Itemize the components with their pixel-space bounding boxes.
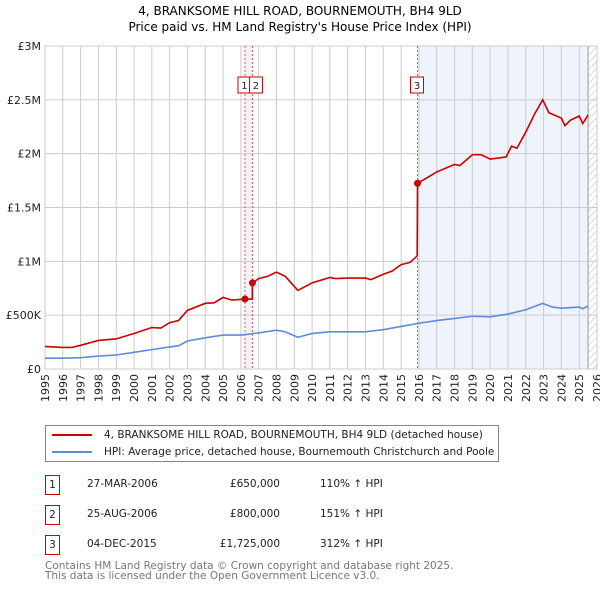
series-line-property (44, 98, 589, 349)
x-tick-label: 2022 (520, 374, 533, 402)
x-tick-label: 2006 (235, 374, 248, 402)
x-tick-label: 1999 (110, 374, 123, 402)
sale-price: £800,000 (229, 508, 280, 520)
x-tick-label: 1997 (75, 374, 88, 402)
sale-row: 2 25-AUG-2006 £800,000 151% ↑ HPI (45, 505, 505, 525)
sale-hpi-pct: 110% ↑ HPI (320, 478, 383, 490)
sale-point (241, 295, 249, 303)
x-tick-label: 2016 (413, 374, 426, 402)
y-tick-label: £3M (18, 40, 42, 53)
x-tick-label: 2017 (431, 374, 444, 402)
legend-swatch-red (52, 434, 92, 436)
sale-marker-label: 3 (414, 81, 420, 92)
x-tick-label: 2010 (306, 374, 319, 402)
x-tick-label: 2009 (288, 374, 301, 402)
x-tick-label: 2015 (395, 374, 408, 402)
y-tick-label: £500K (6, 309, 42, 322)
sale-row: 1 27-MAR-2006 £650,000 110% ↑ HPI (45, 475, 505, 495)
sale-number: 1 (45, 475, 60, 495)
x-tick-label: 2008 (270, 374, 283, 402)
sale-marker-label: 2 (253, 81, 259, 92)
x-tick-label: 2019 (466, 374, 479, 402)
legend: 4, BRANKSOME HILL ROAD, BOURNEMOUTH, BH4… (45, 425, 499, 462)
footer-copyright: Contains HM Land Registry data © Crown c… (45, 560, 454, 572)
footer: Contains HM Land Registry data © Crown c… (45, 560, 454, 582)
sale-price: £1,725,000 (219, 538, 280, 550)
sale-number: 3 (45, 535, 60, 555)
x-tick-label: 2024 (555, 374, 568, 402)
x-tick-label: 2003 (181, 374, 194, 402)
x-tick-label: 2002 (164, 374, 177, 402)
sale-row: 3 04-DEC-2015 £1,725,000 312% ↑ HPI (45, 535, 505, 555)
sale-date: 04-DEC-2015 (87, 538, 157, 550)
x-tick-label: 2021 (502, 374, 515, 402)
y-tick-label: £0 (27, 363, 41, 376)
x-tick-label: 1995 (39, 374, 52, 402)
sale-point (414, 179, 422, 187)
x-tick-label: 2020 (484, 374, 497, 402)
x-tick-label: 2001 (146, 374, 159, 402)
x-tick-label: 2023 (538, 374, 551, 402)
x-tick-label: 2025 (573, 374, 586, 402)
sale-date: 27-MAR-2006 (87, 478, 158, 490)
chart-subtitle: Price paid vs. HM Land Registry's House … (128, 20, 471, 34)
series-line-hpi (45, 302, 589, 360)
sale-marker-label: 1 (241, 81, 247, 92)
x-tick-label: 1998 (92, 374, 105, 402)
sale-hpi-pct: 151% ↑ HPI (320, 508, 383, 520)
x-tick-label: 2007 (253, 374, 266, 402)
y-tick-label: £1.5M (7, 202, 41, 215)
legend-label: HPI: Average price, detached house, Bour… (104, 446, 495, 458)
sale-marker-box (248, 76, 263, 94)
y-tick-label: £1M (18, 255, 42, 268)
x-tick-label: 2004 (199, 374, 212, 402)
x-tick-label: 2014 (377, 374, 390, 402)
x-tick-label: 1996 (57, 374, 70, 402)
legend-label: 4, BRANKSOME HILL ROAD, BOURNEMOUTH, BH4… (104, 429, 483, 441)
x-tick-label: 2000 (128, 374, 141, 402)
x-tick-label: 2011 (324, 374, 337, 402)
y-tick-label: £2.5M (7, 94, 41, 107)
sale-number: 2 (45, 505, 60, 525)
sale-point (248, 279, 256, 287)
legend-swatch-blue (52, 451, 92, 453)
sale-date: 25-AUG-2006 (87, 508, 158, 520)
price-chart: 4, BRANKSOME HILL ROAD, BOURNEMOUTH, BH4… (6, 4, 600, 402)
x-tick-label: 2013 (360, 374, 373, 402)
sale-hpi-pct: 312% ↑ HPI (320, 538, 383, 550)
footer-licence: This data is licensed under the Open Gov… (45, 570, 380, 582)
x-tick-label: 2005 (217, 374, 230, 402)
x-tick-label: 2018 (449, 374, 462, 402)
legend-item-property: 4, BRANKSOME HILL ROAD, BOURNEMOUTH, BH4… (46, 427, 483, 443)
chart-title: 4, BRANKSOME HILL ROAD, BOURNEMOUTH, BH4… (138, 4, 462, 18)
y-tick-label: £2M (18, 148, 42, 161)
x-tick-label: 2026 (591, 374, 600, 402)
sale-price: £650,000 (229, 478, 280, 490)
sale-marker-box (410, 76, 425, 94)
legend-item-hpi: HPI: Average price, detached house, Bour… (46, 444, 494, 460)
x-tick-label: 2012 (342, 374, 355, 402)
